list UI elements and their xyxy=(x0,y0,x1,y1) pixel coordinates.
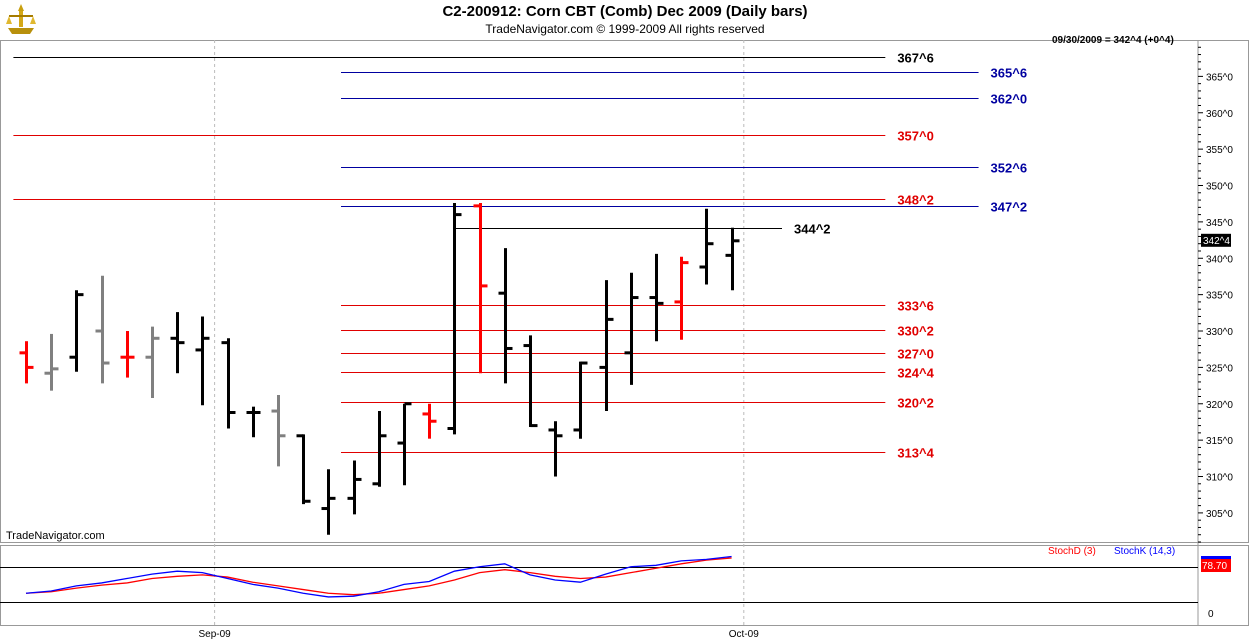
ohlc-bar xyxy=(347,460,362,515)
last-price-badge xyxy=(1201,233,1231,247)
stoch-panel-frame xyxy=(0,545,1249,626)
chart-title: C2-200912: Corn CBT (Comb) Dec 2009 (Dai… xyxy=(442,3,808,20)
level-label: 352^6 xyxy=(991,161,1028,176)
stoch-line-k xyxy=(25,555,732,598)
ohlc-bar xyxy=(674,256,689,340)
ohlc-bar xyxy=(725,227,740,291)
level-label: 313^4 xyxy=(897,446,934,461)
ohlc-bar xyxy=(699,208,714,285)
ohlc-bar xyxy=(195,316,210,406)
watermark: TradeNavigator.com xyxy=(6,530,105,542)
y-tick-label: 315^0 xyxy=(1206,436,1233,447)
stoch-badge xyxy=(1201,558,1231,572)
ohlc-bar xyxy=(498,248,513,384)
ohlc-bar xyxy=(221,338,236,429)
y-tick-label: 330^0 xyxy=(1206,327,1233,338)
ohlc-bar xyxy=(447,202,462,435)
stoch-badge-top xyxy=(1201,556,1231,559)
ohlc-bar xyxy=(548,421,563,477)
y-tick-label: 335^0 xyxy=(1206,291,1233,302)
ohlc-bar xyxy=(649,253,664,342)
level-label: 320^2 xyxy=(897,396,934,411)
level-label: 365^6 xyxy=(991,66,1028,81)
level-label: 324^4 xyxy=(897,366,934,381)
copyright-subtitle: TradeNavigator.com © 1999-2009 All right… xyxy=(485,22,765,36)
ohlc-bar xyxy=(397,402,412,486)
ohlc-bar xyxy=(246,406,261,438)
x-tick-label: Oct-09 xyxy=(729,629,759,640)
ohlc-bar xyxy=(624,272,639,385)
price-readout: 09/30/2009 = 342^4 (+0^4) xyxy=(1052,35,1174,46)
legend-stoch-k: StochK (14,3) xyxy=(1114,546,1175,557)
y-tick-label: 350^0 xyxy=(1206,182,1233,193)
stoch-line-d xyxy=(25,557,732,596)
y-tick-label: 345^0 xyxy=(1206,218,1233,229)
legend-stoch-d: StochD (3) xyxy=(1048,546,1096,557)
price-panel-frame xyxy=(0,40,1249,543)
level-label: 333^6 xyxy=(897,299,934,314)
y-tick-label: 340^0 xyxy=(1206,254,1233,265)
y-tick-label: 360^0 xyxy=(1206,109,1233,120)
ohlc-bar xyxy=(523,335,538,428)
logo-icon xyxy=(6,4,36,34)
ohlc-bar xyxy=(19,341,34,384)
stoch-y-tick-label: 0 xyxy=(1208,609,1214,620)
ohlc-bar xyxy=(422,403,437,439)
y-tick-label: 310^0 xyxy=(1206,473,1233,484)
level-label: 362^0 xyxy=(991,92,1028,107)
ohlc-bar xyxy=(573,361,588,439)
x-tick-label: Sep-09 xyxy=(198,629,231,640)
ohlc-bar xyxy=(599,280,614,412)
level-label: 348^2 xyxy=(897,193,934,208)
ohlc-bar xyxy=(321,469,336,535)
ohlc-bar xyxy=(69,290,84,372)
y-tick-label: 320^0 xyxy=(1206,400,1233,411)
y-tick-label: 305^0 xyxy=(1206,509,1233,520)
last-price-label: 342^4 xyxy=(1203,236,1230,247)
ohlc-bar xyxy=(145,326,160,398)
ohlc-bar xyxy=(296,434,311,505)
y-tick-label: 365^0 xyxy=(1206,72,1233,83)
ohlc-bar xyxy=(473,202,488,374)
ohlc-bar xyxy=(95,275,110,384)
level-label: 330^2 xyxy=(897,324,934,339)
level-label: 344^2 xyxy=(794,222,831,237)
stoch-badge-label: 78.70 xyxy=(1202,561,1227,572)
ohlc-bar xyxy=(372,411,387,487)
level-label: 357^0 xyxy=(897,129,934,144)
ohlc-bar xyxy=(44,333,59,391)
ohlc-bar xyxy=(271,395,286,467)
level-label: 367^6 xyxy=(897,51,934,66)
level-label: 327^0 xyxy=(897,347,934,362)
ohlc-bar xyxy=(170,312,185,374)
y-tick-label: 325^0 xyxy=(1206,363,1233,374)
level-label: 347^2 xyxy=(991,200,1028,215)
y-tick-label: 355^0 xyxy=(1206,145,1233,156)
ohlc-bar xyxy=(120,331,135,378)
